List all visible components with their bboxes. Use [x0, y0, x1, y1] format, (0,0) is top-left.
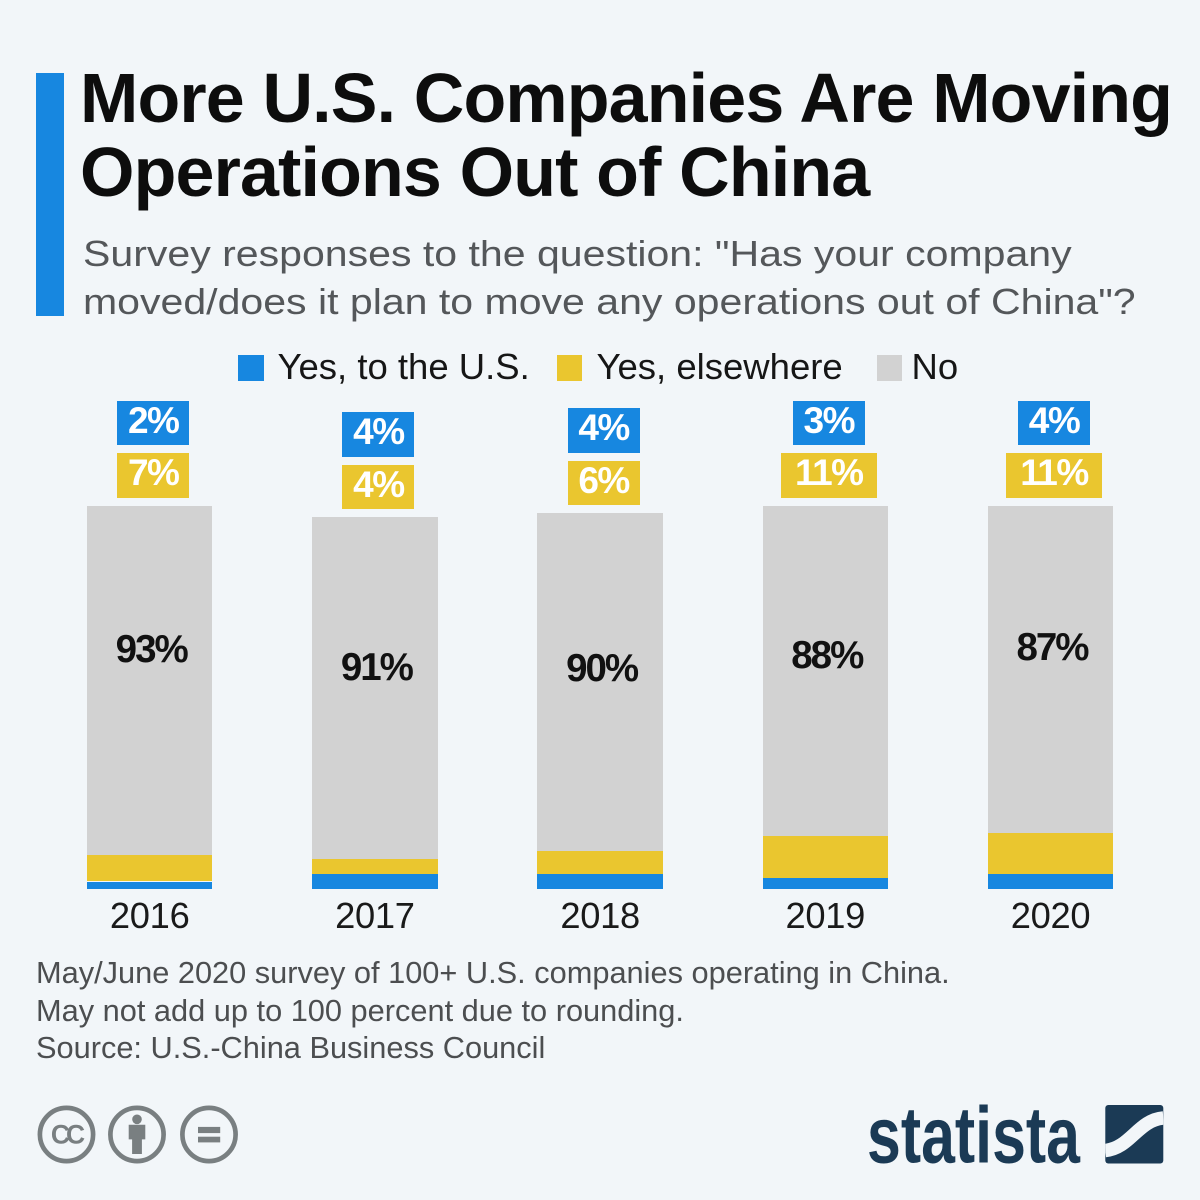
- svg-text:statista: statista: [867, 1091, 1080, 1180]
- svg-text:CC: CC: [51, 1120, 85, 1150]
